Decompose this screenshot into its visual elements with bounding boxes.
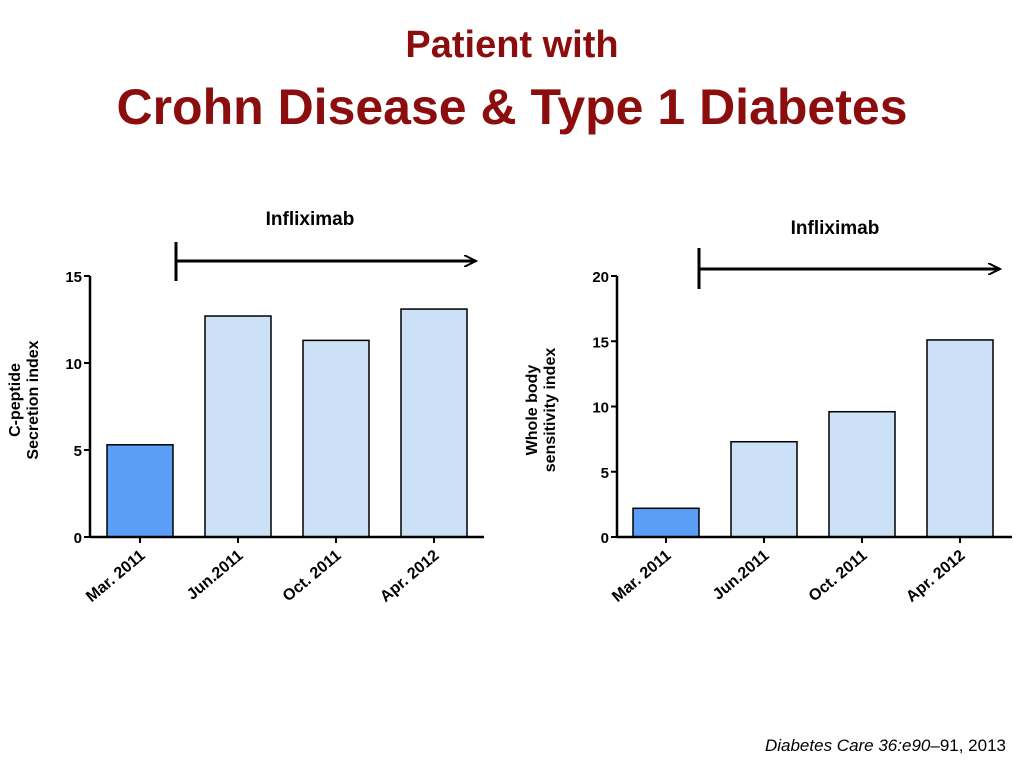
chart-c-peptide: 0 5 10 15 Mar. 2011 Jun.2011 Oct. 2011 Apr. 201…: [7, 209, 484, 606]
x-tick-label-0: Mar. 2011: [609, 547, 675, 606]
y-tick-label-0: 0: [74, 530, 82, 547]
x-tick-label-2: Oct. 2011: [280, 547, 345, 605]
y-tick-label-5: 5: [601, 465, 609, 482]
y-tick-label-10: 10: [65, 356, 82, 373]
x-tick-label-3: Apr. 2012: [903, 547, 969, 606]
chart-whole-body-sensitivity: 0 5 10 15 20 Mar. 2011 Jun.2011 Oct. 2011 Apr. 2…: [524, 218, 1012, 606]
slide-title-line2: Crohn Disease & Type 1 Diabetes: [116, 79, 908, 135]
bar-0: [632, 507, 700, 538]
bar-2: [828, 410, 896, 538]
y-tick-label-0: 0: [601, 530, 609, 547]
y-tick-label-15: 15: [65, 269, 82, 286]
y-tick-label-5: 5: [74, 443, 82, 460]
citation-pages-year: –91, 2013: [930, 736, 1006, 755]
bar-1: [204, 315, 272, 538]
bar-2: [302, 339, 370, 538]
citation: Diabetes Care 36:e90–91, 2013: [765, 736, 1006, 756]
y-axis-label-line-0: Whole body: [524, 365, 541, 456]
citation-journal: Diabetes Care 36:e90: [764, 736, 931, 755]
y-axis-label-line-0: C-peptide: [7, 363, 24, 437]
x-tick-label-0: Mar. 2011: [83, 547, 149, 606]
x-tick-label-2: Oct. 2011: [806, 547, 871, 605]
bar-0: [106, 444, 174, 538]
bar-3: [926, 339, 994, 538]
x-tick-label-1: Jun.2011: [184, 547, 247, 604]
annotation-infliximab: Infliximab: [266, 209, 355, 230]
annotation-infliximab: Infliximab: [791, 218, 880, 239]
bar-3: [400, 308, 468, 538]
y-tick-label-20: 20: [592, 269, 609, 286]
x-tick-label-3: Apr. 2012: [377, 547, 443, 606]
y-axis-label-line-1: Secretion index: [25, 340, 42, 459]
bar-1: [730, 440, 798, 538]
y-tick-label-10: 10: [592, 400, 609, 417]
slide-title-line1: Patient with: [405, 24, 619, 66]
y-axis-label-line-1: sensitivity index: [542, 348, 559, 473]
x-tick-label-1: Jun.2011: [710, 547, 773, 604]
y-tick-label-15: 15: [592, 334, 609, 351]
